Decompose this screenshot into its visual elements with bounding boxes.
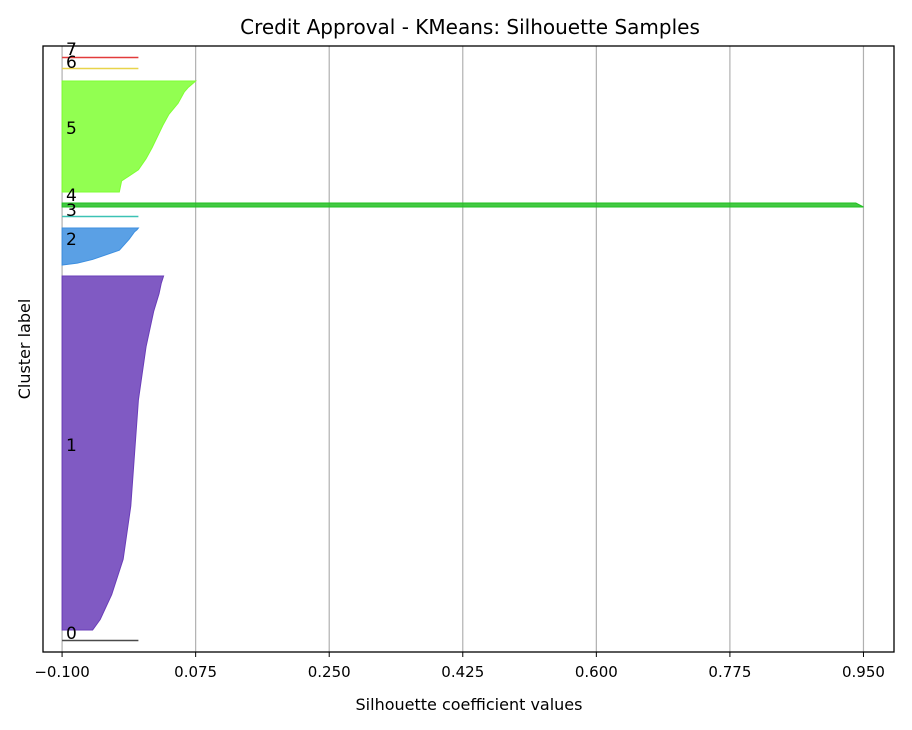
cluster-label-5: 5 xyxy=(66,119,77,139)
x-axis-label: Silhouette coefficient values xyxy=(356,695,583,714)
grid-lines xyxy=(61,46,865,652)
cluster-5-silhouette xyxy=(61,80,197,193)
cluster-label-3: 3 xyxy=(66,201,77,221)
y-axis-label: Cluster label xyxy=(15,299,34,400)
x-tick-label: 0.600 xyxy=(575,663,618,681)
x-tick-label: 0.775 xyxy=(708,663,751,681)
cluster-label-1: 1 xyxy=(66,436,77,456)
x-tick-label: 0.250 xyxy=(308,663,351,681)
plot-frame xyxy=(42,45,895,653)
cluster-label-0: 0 xyxy=(66,624,77,644)
chart-title: Credit Approval - KMeans: Silhouette Sam… xyxy=(240,15,700,39)
cluster-label-4: 4 xyxy=(66,186,77,206)
cluster-silhouettes xyxy=(61,56,864,642)
x-ticks: −0.100 0.075 0.250 0.425 0.600 0.775 0.950 xyxy=(34,652,885,681)
cluster-1-silhouette xyxy=(61,275,165,631)
cluster-labels: 0 1 2 34 5 67 xyxy=(66,40,77,644)
cluster-label-2: 2 xyxy=(66,230,77,250)
x-tick-label: 0.950 xyxy=(842,663,885,681)
x-tick-label: 0.425 xyxy=(441,663,484,681)
cluster-2-silhouette xyxy=(61,227,140,266)
x-tick-label: −0.100 xyxy=(34,663,90,681)
cluster-label-7: 7 xyxy=(66,40,77,60)
x-tick-label: 0.075 xyxy=(174,663,217,681)
cluster-label-6: 6 xyxy=(66,53,77,73)
cluster-4-silhouette xyxy=(61,202,864,208)
